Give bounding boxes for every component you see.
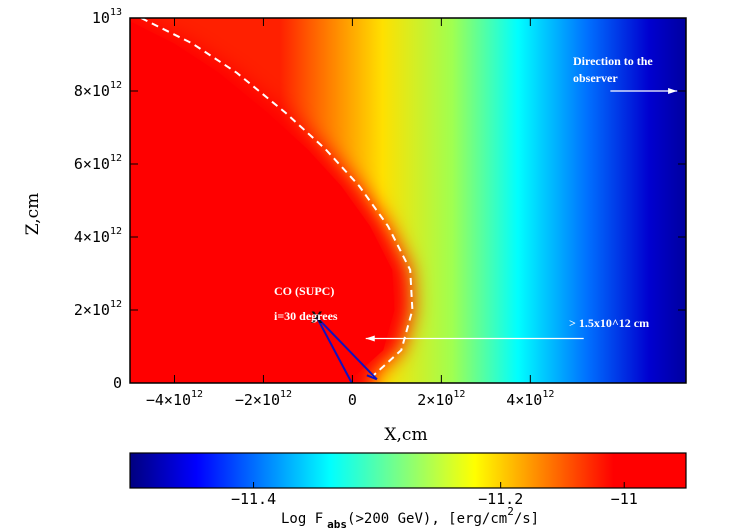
y-tick-label: 6×1012: [74, 153, 122, 173]
x-tick-label: 0: [348, 391, 357, 409]
y-tick-label: 4×1012: [74, 226, 122, 246]
y-tick-label: 8×1012: [74, 80, 122, 100]
observer-label-line1: Direction to the: [573, 54, 653, 68]
source-label-line2: i=30 degrees: [274, 309, 338, 323]
colorbar-ticks: −11.4 −11.2 −11: [231, 482, 638, 508]
colorbar: [129, 452, 687, 489]
orbit-line-b: [366, 374, 378, 381]
y-tick-label: 1013: [92, 7, 122, 27]
x-tick-label: 4×1012: [506, 389, 554, 409]
source-label-line1: CO (SUPC): [274, 284, 334, 298]
distance-label: > 1.5x10^12 cm: [569, 316, 649, 330]
observer-label-line2: observer: [573, 71, 618, 85]
plot-area: [130, 18, 686, 383]
y-tick-label: 0: [113, 374, 122, 392]
colorbar-tick-label: −11: [611, 490, 638, 508]
x-tick-label: −4×1012: [146, 389, 203, 409]
boundary-curve: [140, 17, 414, 378]
x-axis-title: X,cm: [384, 425, 427, 445]
y-tick-label: 2×1012: [74, 299, 122, 319]
orbit-line-a: [315, 316, 353, 384]
colorbar-tick-label: −11.2: [478, 490, 523, 508]
plot-frame: [129, 17, 687, 384]
distance-arrow-head: [365, 335, 375, 342]
observer-arrow-head: [668, 88, 678, 94]
y-axis-title: Z,cm: [23, 193, 43, 236]
line-of-sight-line: [316, 316, 378, 381]
absorbed-region-core: [130, 21, 395, 383]
x-tick-label: −2×1012: [235, 389, 292, 409]
axis-ticks: −4×1012 −2×1012 0 2×1012 4×1012 0 2×1012 4×1012…: [74, 7, 686, 409]
source-marker: X: [311, 308, 323, 327]
x-tick-label: 2×1012: [417, 389, 465, 409]
colorbar-tick-label: −11.4: [231, 490, 276, 508]
